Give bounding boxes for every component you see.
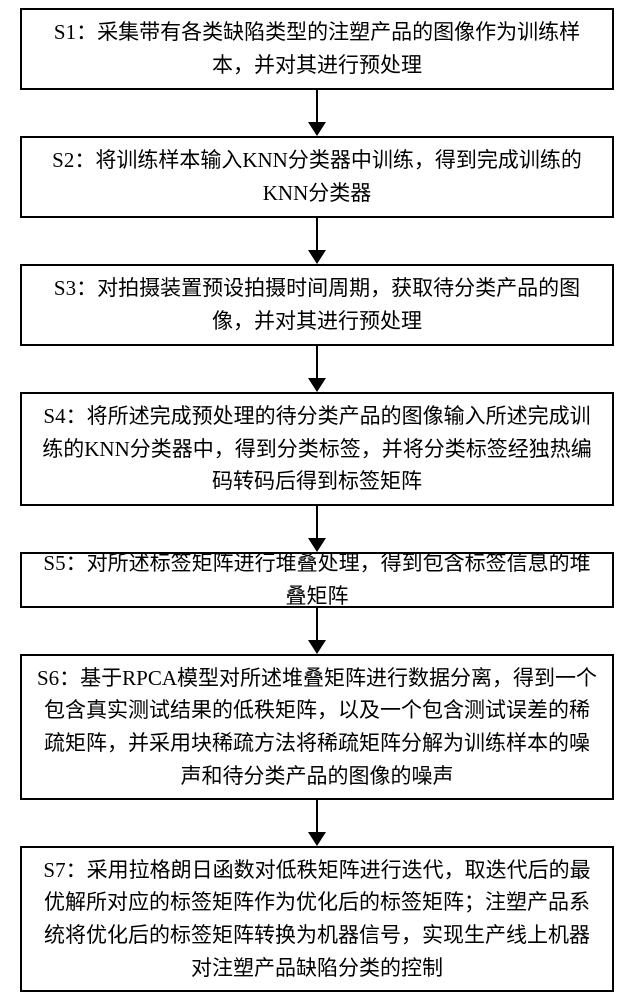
step-s6-text: S6：基于RPCA模型对所述堆叠矩阵进行数据分离，得到一个包含真实测试结果的低秩… bbox=[36, 662, 598, 792]
arrow-5 bbox=[305, 608, 329, 654]
step-s7: S7：采用拉格朗日函数对低秩矩阵进行迭代，取迭代后的最优解所对应的标签矩阵作为优… bbox=[20, 846, 614, 992]
step-s5: S5：对所述标签矩阵进行堆叠处理，得到包含标签信息的堆叠矩阵 bbox=[20, 552, 614, 608]
step-s5-text: S5：对所述标签矩阵进行堆叠处理，得到包含标签信息的堆叠矩阵 bbox=[36, 547, 598, 612]
step-s7-text: S7：采用拉格朗日函数对低秩矩阵进行迭代，取迭代后的最优解所对应的标签矩阵作为优… bbox=[36, 854, 598, 984]
step-s1: S1：采集带有各类缺陷类型的注塑产品的图像作为训练样本，并对其进行预处理 bbox=[20, 8, 614, 90]
step-s3: S3：对拍摄装置预设拍摄时间周期，获取待分类产品的图像，并对其进行预处理 bbox=[20, 264, 614, 346]
arrow-4 bbox=[305, 506, 329, 552]
step-s4: S4：将所述完成预处理的待分类产品的图像输入所述完成训练的KNN分类器中，得到分… bbox=[20, 392, 614, 506]
step-s6: S6：基于RPCA模型对所述堆叠矩阵进行数据分离，得到一个包含真实测试结果的低秩… bbox=[20, 654, 614, 800]
arrow-1 bbox=[305, 90, 329, 136]
step-s3-text: S3：对拍摄装置预设拍摄时间周期，获取待分类产品的图像，并对其进行预处理 bbox=[36, 272, 598, 337]
flowchart-canvas: S1：采集带有各类缺陷类型的注塑产品的图像作为训练样本，并对其进行预处理 S2：… bbox=[0, 0, 634, 1000]
step-s2-text: S2：将训练样本输入KNN分类器中训练，得到完成训练的KNN分类器 bbox=[36, 144, 598, 209]
arrow-6 bbox=[305, 800, 329, 846]
step-s2: S2：将训练样本输入KNN分类器中训练，得到完成训练的KNN分类器 bbox=[20, 136, 614, 218]
step-s1-text: S1：采集带有各类缺陷类型的注塑产品的图像作为训练样本，并对其进行预处理 bbox=[36, 16, 598, 81]
step-s4-text: S4：将所述完成预处理的待分类产品的图像输入所述完成训练的KNN分类器中，得到分… bbox=[36, 400, 598, 498]
arrow-2 bbox=[305, 218, 329, 264]
arrow-3 bbox=[305, 346, 329, 392]
